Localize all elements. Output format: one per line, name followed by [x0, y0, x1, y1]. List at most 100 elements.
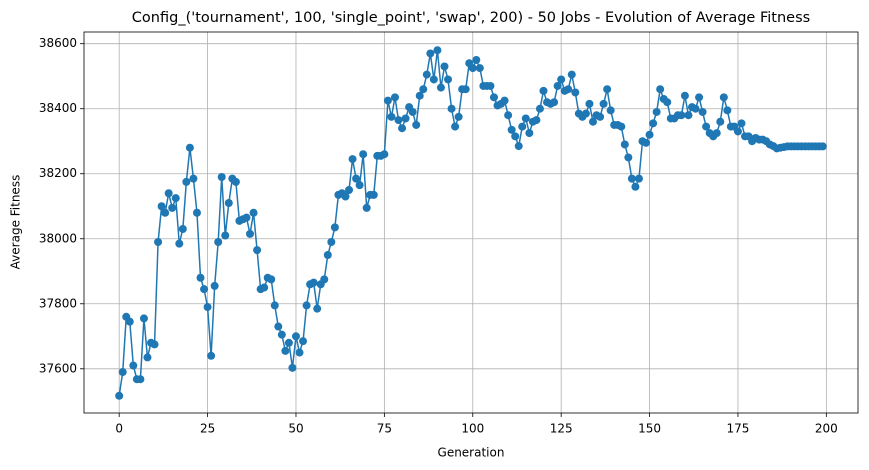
data-point — [599, 99, 608, 108]
data-point — [359, 150, 368, 159]
data-point — [603, 85, 612, 94]
data-point — [408, 107, 417, 116]
data-point — [475, 64, 484, 73]
x-tick-label: 150 — [638, 422, 661, 436]
data-point — [284, 338, 293, 347]
data-point — [624, 153, 633, 162]
data-point — [288, 363, 297, 372]
data-point — [369, 190, 378, 199]
data-point — [451, 122, 460, 131]
data-point — [224, 198, 233, 207]
data-point — [270, 301, 279, 310]
series-line — [118, 50, 823, 396]
data-point — [313, 304, 322, 313]
data-point — [164, 189, 173, 198]
data-point — [168, 203, 177, 212]
plot-data — [115, 46, 827, 400]
grid — [84, 32, 858, 413]
data-point — [702, 122, 711, 131]
data-point — [518, 122, 527, 131]
data-point — [309, 278, 318, 287]
data-point — [387, 112, 396, 121]
data-point — [136, 375, 145, 384]
data-point — [525, 129, 534, 138]
data-point — [581, 109, 590, 118]
data-point — [178, 225, 187, 234]
data-point — [684, 111, 693, 120]
data-point — [154, 238, 163, 247]
y-tick-label: 37800 — [39, 296, 77, 310]
data-point — [596, 112, 605, 121]
data-point — [390, 93, 399, 102]
data-point — [217, 172, 226, 181]
data-point — [712, 129, 721, 138]
y-tick-label: 38000 — [39, 231, 77, 245]
data-point — [649, 119, 658, 128]
data-point — [327, 238, 336, 247]
x-tick-label: 200 — [815, 422, 838, 436]
data-point — [447, 104, 456, 113]
data-point — [143, 353, 152, 362]
data-point — [330, 223, 339, 232]
plot-frame — [83, 31, 859, 414]
data-point — [242, 213, 251, 222]
data-point — [398, 124, 407, 133]
data-point — [500, 96, 509, 105]
data-point — [380, 150, 389, 159]
y-tick-label: 38200 — [39, 166, 77, 180]
data-point — [401, 114, 410, 123]
data-point — [461, 85, 470, 94]
data-point — [564, 85, 573, 94]
data-point — [550, 98, 559, 107]
data-point — [532, 116, 541, 125]
data-point — [504, 111, 513, 120]
data-point — [274, 322, 283, 331]
data-point — [617, 122, 626, 131]
data-point — [652, 107, 661, 116]
data-point — [171, 194, 180, 203]
data-point — [818, 142, 827, 151]
data-point — [200, 285, 209, 294]
y-tick-label: 37600 — [39, 361, 77, 375]
data-point — [185, 143, 194, 152]
data-point — [677, 111, 686, 120]
x-tick-label: 25 — [200, 422, 215, 436]
data-point — [415, 91, 424, 100]
x-tick-label: 175 — [727, 422, 750, 436]
data-point — [394, 116, 403, 125]
data-point — [295, 348, 304, 357]
data-point — [422, 70, 431, 79]
data-point — [535, 104, 544, 113]
data-point — [737, 119, 746, 128]
data-point — [631, 182, 640, 191]
data-point — [419, 85, 428, 94]
data-point — [691, 104, 700, 113]
data-point — [521, 114, 530, 123]
data-point — [645, 130, 654, 139]
x-tick-label: 75 — [377, 422, 392, 436]
data-point — [139, 314, 148, 323]
data-point — [642, 138, 651, 147]
data-point — [221, 231, 230, 240]
data-point — [507, 125, 516, 134]
data-point — [426, 49, 435, 58]
data-point — [429, 75, 438, 84]
data-point — [468, 64, 477, 73]
data-point — [412, 120, 421, 129]
data-point — [627, 174, 636, 183]
data-point — [196, 273, 205, 282]
data-point — [348, 155, 357, 164]
data-point — [341, 192, 350, 201]
data-point — [489, 93, 498, 102]
data-point — [352, 174, 361, 183]
data-point — [620, 140, 629, 149]
data-point — [383, 96, 392, 105]
x-tick-label: 0 — [115, 422, 123, 436]
data-point — [355, 181, 364, 190]
y-tick-label: 38600 — [39, 36, 77, 50]
data-point — [588, 117, 597, 126]
data-point — [299, 337, 308, 346]
y-axis-label: Average Fitness — [9, 175, 23, 270]
data-point — [472, 55, 481, 64]
data-point — [182, 177, 191, 186]
